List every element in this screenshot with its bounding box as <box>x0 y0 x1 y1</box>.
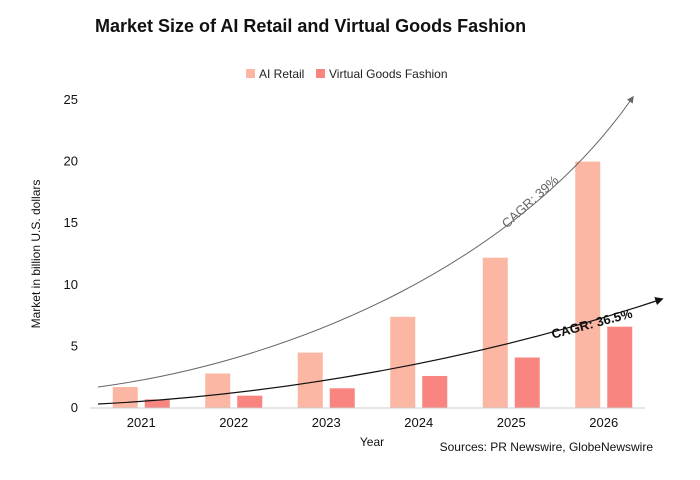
x-tick-label: 2021 <box>127 415 156 430</box>
y-axis: 0 5 10 15 20 25 <box>64 92 78 415</box>
y-tick-label: 10 <box>64 277 78 292</box>
bar-virtual-goods-fashion-2026 <box>607 326 633 408</box>
trend-arrow-ai-retail <box>97 95 634 388</box>
bars <box>112 161 633 408</box>
y-tick-label: 20 <box>64 154 78 169</box>
bar-ai-retail-2024 <box>390 316 416 408</box>
bar-ai-retail-2022 <box>205 373 231 408</box>
trend-arrow-virtual-goods-fashion <box>97 297 664 405</box>
bar-ai-retail-2021 <box>112 387 138 408</box>
bar-ai-retail-2026 <box>575 161 601 408</box>
y-tick-label: 5 <box>71 338 78 353</box>
bar-virtual-goods-fashion-2022 <box>237 395 263 408</box>
x-axis: 2021 2022 2023 2024 2025 2026 <box>90 407 645 430</box>
bar-virtual-goods-fashion-2025 <box>514 357 540 408</box>
cagr-annotation-ai-retail: CAGR: 39% <box>499 172 562 231</box>
chart-title: Market Size of AI Retail and Virtual Goo… <box>95 16 527 36</box>
x-tick-label: 2026 <box>589 415 618 430</box>
bar-virtual-goods-fashion-2023 <box>329 388 355 408</box>
bar-virtual-goods-fashion-2021 <box>144 399 170 408</box>
y-tick-label: 0 <box>71 400 78 415</box>
y-tick-label: 25 <box>64 92 78 107</box>
x-tick-label: 2025 <box>497 415 526 430</box>
legend-swatch <box>316 69 325 78</box>
x-tick-label: 2023 <box>312 415 341 430</box>
source-note: Sources: PR Newswire, GlobeNewswire <box>439 440 653 454</box>
bar-ai-retail-2023 <box>297 352 323 408</box>
y-axis-title: Market in billion U.S. dollars <box>29 180 43 329</box>
legend-label: Virtual Goods Fashion <box>329 67 448 81</box>
x-axis-title: Year <box>360 435 384 449</box>
y-tick-label: 15 <box>64 215 78 230</box>
x-tick-label: 2022 <box>219 415 248 430</box>
legend-swatch <box>246 69 255 78</box>
legend-label: AI Retail <box>259 67 304 81</box>
legend: AI Retail Virtual Goods Fashion <box>246 67 448 81</box>
bar-virtual-goods-fashion-2024 <box>422 375 448 408</box>
bar-ai-retail-2025 <box>482 257 508 408</box>
x-tick-label: 2024 <box>404 415 433 430</box>
